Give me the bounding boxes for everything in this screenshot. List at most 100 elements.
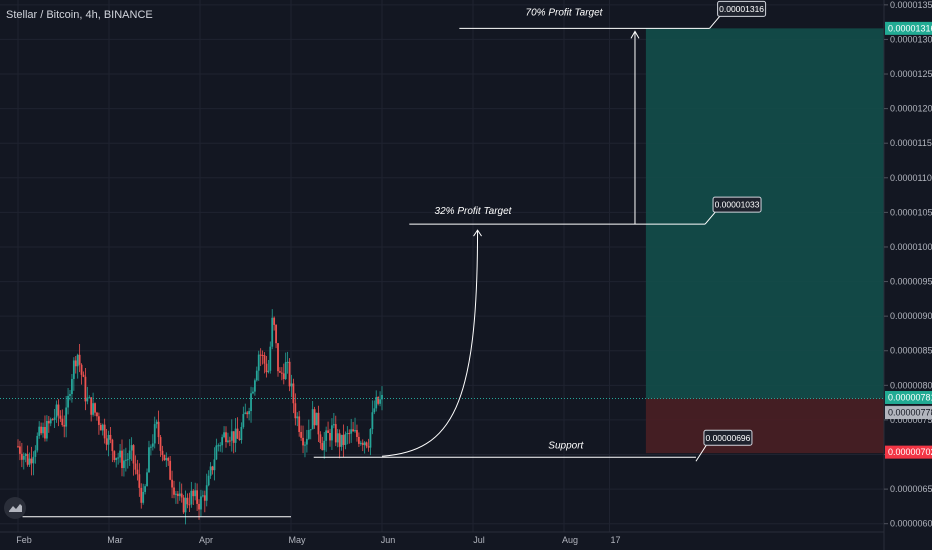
candle-body xyxy=(346,433,349,435)
candle-body xyxy=(348,433,351,435)
price-box-value: 0.00000696 xyxy=(705,433,750,443)
candle-body xyxy=(190,490,193,505)
entry-badge xyxy=(885,390,932,404)
candle-body xyxy=(149,446,152,448)
candle-body xyxy=(203,495,206,501)
stop-badge xyxy=(885,445,932,459)
candle-body xyxy=(128,450,131,460)
candle-body xyxy=(72,360,75,379)
time-tick-label: Aug xyxy=(562,535,578,545)
candle-body xyxy=(311,409,314,430)
candle-body xyxy=(255,370,258,381)
candle-body xyxy=(363,442,366,445)
candle-body xyxy=(163,454,166,461)
candle-body xyxy=(232,431,235,443)
candle-body xyxy=(173,487,175,495)
candle-body xyxy=(20,453,23,460)
candle-body xyxy=(357,436,360,444)
candle-body xyxy=(344,434,347,445)
candle-body xyxy=(119,450,121,458)
candle-body xyxy=(298,416,301,432)
candle-body xyxy=(332,424,335,426)
candle-body xyxy=(167,458,170,461)
candle-body xyxy=(294,403,297,419)
candle-body xyxy=(24,453,27,456)
candle-body xyxy=(63,425,66,427)
candle-body xyxy=(130,445,133,451)
candle-body xyxy=(134,463,137,470)
candle-body xyxy=(228,440,231,442)
candle-body xyxy=(236,428,239,439)
candle-body xyxy=(334,424,337,443)
candle-body xyxy=(257,354,260,371)
candle-body xyxy=(92,403,95,415)
candle-body xyxy=(151,443,154,447)
candle-body xyxy=(221,437,224,446)
last-price-badge-text: 0.00000778 xyxy=(888,408,932,418)
candle-body xyxy=(263,355,266,364)
candle-body xyxy=(74,360,77,367)
price-box-leader xyxy=(709,15,721,29)
candle-body xyxy=(57,404,60,416)
candle-body xyxy=(178,493,181,497)
symbol-title: Stellar / Bitcoin, 4h, BINANCE xyxy=(6,9,153,21)
candle-body xyxy=(123,460,125,469)
tradingview-logo-icon[interactable] xyxy=(4,497,26,519)
position-zones xyxy=(645,28,884,454)
candle-body xyxy=(292,383,295,404)
candle-body xyxy=(381,394,383,400)
candle-body xyxy=(242,414,245,427)
candle-body xyxy=(219,445,222,447)
candle-body xyxy=(155,421,158,425)
candle-body xyxy=(99,424,102,431)
candle-body xyxy=(97,416,100,425)
candle-body xyxy=(313,409,316,426)
candle-body xyxy=(196,490,199,504)
candle-body xyxy=(329,432,331,441)
candle-body xyxy=(286,361,289,363)
candle-body xyxy=(234,428,237,443)
candle-body xyxy=(182,497,185,513)
candle-body xyxy=(304,444,306,446)
candle-body xyxy=(240,426,243,440)
candle-body xyxy=(354,430,356,432)
candle-body xyxy=(82,374,85,377)
candle-body xyxy=(103,424,106,439)
candle-body xyxy=(101,424,104,431)
price-box xyxy=(712,196,762,213)
candle-body xyxy=(76,354,79,367)
candle-body xyxy=(44,426,46,439)
annotation-texts: 70% Profit Target 32% Profit Target Suppor… xyxy=(435,0,767,462)
candle-body xyxy=(115,457,118,460)
chart-grid xyxy=(0,0,884,532)
candle-body xyxy=(361,442,364,445)
entry-badge-text: 0.00000781 xyxy=(888,392,932,402)
candle-body xyxy=(142,491,145,503)
time-axis[interactable]: Feb Mar Apr May Jun Jul Aug 17 xyxy=(0,531,884,545)
annotation-label: Support xyxy=(548,440,584,451)
candle-body xyxy=(126,459,129,461)
candle-body xyxy=(28,458,31,465)
candle-body xyxy=(175,493,177,495)
candle-body xyxy=(277,343,279,372)
candle-body xyxy=(105,438,108,445)
candle-body xyxy=(309,429,312,431)
time-tick-label: Mar xyxy=(107,535,123,545)
candle-body xyxy=(198,503,200,510)
time-tick-label: Feb xyxy=(16,535,32,545)
candle-body xyxy=(22,455,25,460)
candle-body xyxy=(140,487,143,503)
candle-body xyxy=(124,459,127,461)
candle-body xyxy=(375,397,378,409)
candle-body xyxy=(71,378,73,395)
candle-body xyxy=(377,397,380,404)
candle-body xyxy=(246,412,249,415)
